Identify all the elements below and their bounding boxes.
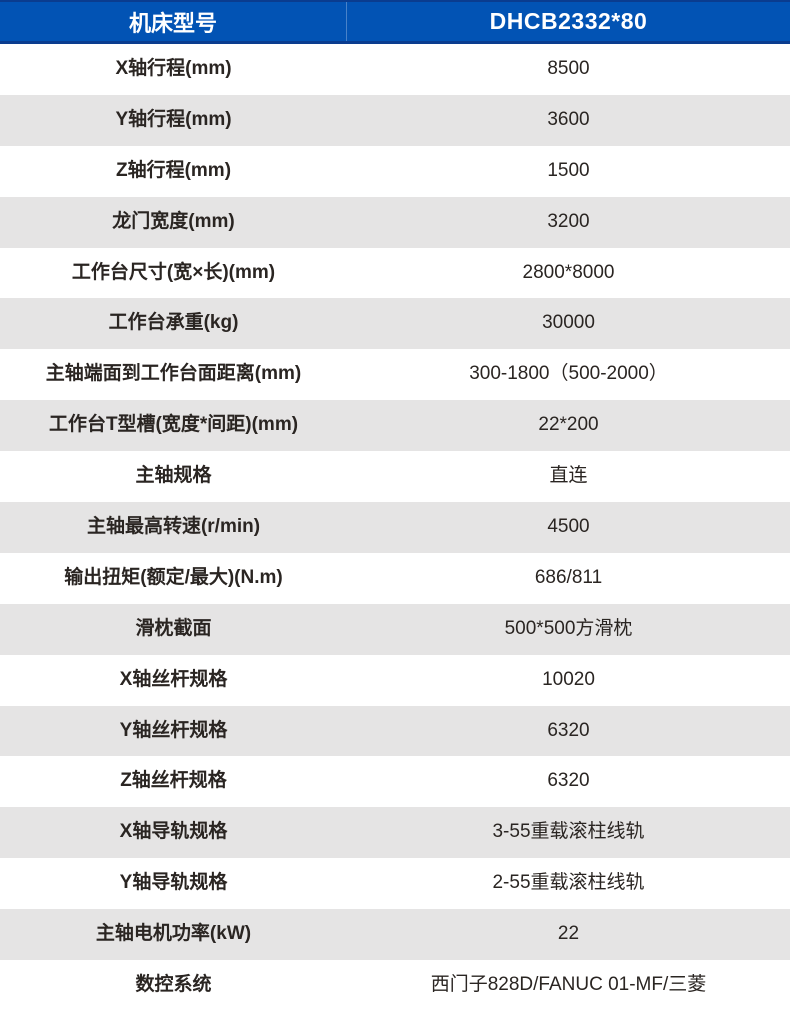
spec-label: 龙门宽度(mm) [112, 210, 235, 232]
spec-value: 6320 [547, 770, 590, 792]
table-row: Y轴丝杆规格 6320 [0, 705, 790, 757]
spec-label: 主轴最高转速(r/min) [86, 516, 261, 538]
spec-label: Z轴丝杆规格 [120, 770, 227, 792]
spec-label: X轴行程(mm) [115, 58, 232, 79]
table-row: 输出扭矩(额定/最大)(N.m) 686/811 [0, 552, 790, 604]
table-row: 主轴最高转速(r/min) 4500 [0, 502, 790, 553]
table-row: 龙门宽度(mm) 3200 [0, 196, 790, 248]
spec-label: Z轴行程(mm) [115, 159, 232, 181]
table-row: 工作台承重(kg) 30000 [0, 298, 790, 350]
spec-value: 22 [557, 923, 580, 945]
table-row: X轴行程(mm) 8500 [0, 44, 790, 95]
spec-value: 2-55重载滚柱线轨 [492, 872, 645, 894]
machine-model-header-label: 机床型号 [0, 2, 347, 41]
table-row: Y轴导轨规格 2-55重载滚柱线轨 [0, 858, 790, 910]
table-row: 主轴电机功率(kW) 22 [0, 909, 790, 961]
spec-label: 工作台承重(kg) [108, 312, 239, 334]
spec-value: 6320 [547, 719, 590, 741]
table-row: 工作台T型槽(宽度*间距)(mm) 22*200 [0, 400, 790, 452]
spec-label: 输出扭矩(额定/最大)(N.m) [64, 566, 283, 588]
spec-label: 工作台T型槽(宽度*间距)(mm) [48, 414, 299, 436]
spec-value: 直连 [549, 465, 588, 487]
table-row: 主轴端面到工作台面距离(mm) 300-1800（500-2000） [0, 349, 790, 401]
spec-value: 3600 [547, 108, 590, 130]
spec-label: Y轴丝杆规格 [119, 719, 228, 741]
table-row: Y轴行程(mm) 3600 [0, 94, 790, 146]
spec-value: 2800*8000 [522, 261, 615, 283]
spec-value: 22*200 [538, 414, 599, 436]
table-header-row: 机床型号 DHCB2332*80 [0, 0, 790, 44]
spec-label: 主轴规格 [135, 465, 212, 487]
spec-value: 4500 [547, 516, 590, 538]
spec-label: 滑枕截面 [135, 617, 212, 639]
spec-value: 686/811 [534, 566, 603, 588]
spec-value: 3200 [547, 210, 590, 232]
spec-label: 工作台尺寸(宽×长)(mm) [71, 261, 276, 283]
table-row: 主轴规格 直连 [0, 451, 790, 503]
spec-value: 西门子828D/FANUC 01-MF/三菱 [430, 974, 707, 996]
table-row: X轴丝杆规格 10020 [0, 654, 790, 706]
spec-label: 主轴端面到工作台面距离(mm) [45, 363, 302, 385]
spec-value: 8500 [547, 58, 590, 79]
spec-label: X轴导轨规格 [119, 821, 228, 843]
table-row: Z轴行程(mm) 1500 [0, 145, 790, 197]
spec-table-body: X轴行程(mm) 8500 Y轴行程(mm) 3600 Z轴行程(mm) 1500 龙门宽度… [0, 44, 790, 1011]
spec-label: 数控系统 [135, 974, 212, 996]
spec-label: 主轴电机功率(kW) [95, 923, 252, 945]
table-row: X轴导轨规格 3-55重载滚柱线轨 [0, 807, 790, 859]
table-row: 工作台尺寸(宽×长)(mm) 2800*8000 [0, 247, 790, 299]
table-row: Z轴丝杆规格 6320 [0, 756, 790, 808]
spec-label: X轴丝杆规格 [119, 668, 228, 690]
spec-value: 1500 [547, 159, 590, 181]
machine-model-number: DHCB2332*80 [489, 8, 648, 34]
spec-label: Y轴导轨规格 [119, 872, 228, 894]
table-row: 滑枕截面 500*500方滑枕 [0, 603, 790, 655]
table-row: 数控系统 西门子828D/FANUC 01-MF/三菱 [0, 960, 790, 1011]
spec-label: Y轴行程(mm) [115, 108, 232, 130]
spec-value: 10020 [542, 668, 595, 690]
spec-value: 3-55重载滚柱线轨 [492, 821, 645, 843]
spec-value: 500*500方滑枕 [504, 617, 633, 639]
spec-value: 300-1800（500-2000） [469, 363, 668, 385]
spec-value: 30000 [542, 312, 595, 334]
